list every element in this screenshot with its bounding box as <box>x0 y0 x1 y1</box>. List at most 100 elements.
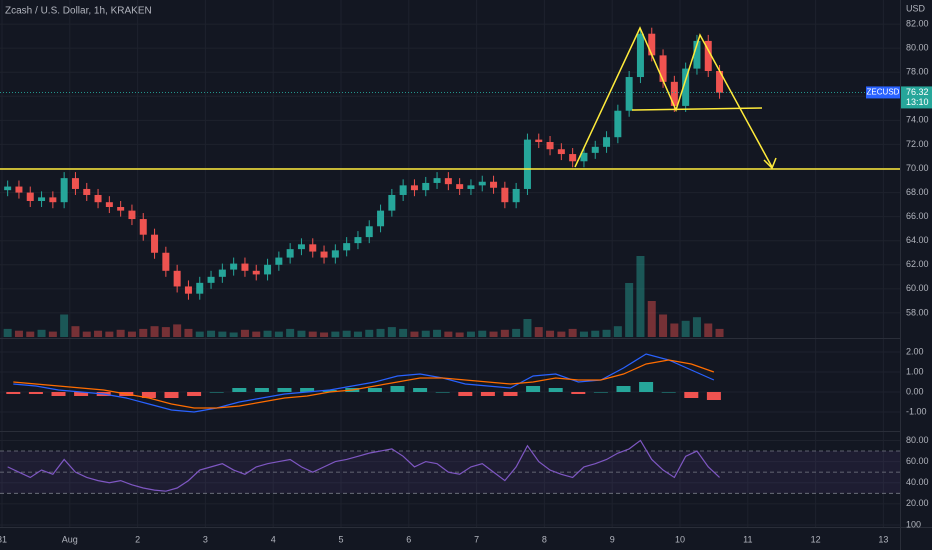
indicator-line <box>7 439 720 492</box>
candle-body <box>15 186 23 193</box>
histogram-bar <box>300 388 315 392</box>
candle-body <box>444 178 452 185</box>
volume-bar <box>478 330 487 337</box>
y-tick-label: 72.00 <box>906 139 929 149</box>
volume-bar <box>568 328 577 337</box>
candle-body <box>693 40 701 69</box>
y-tick-label: 80.00 <box>906 43 929 53</box>
histogram-bar <box>684 392 699 398</box>
volume-bar <box>37 329 46 337</box>
volume-bar <box>195 331 204 337</box>
candle-body <box>704 40 712 72</box>
candle-body <box>128 210 136 220</box>
candle-body <box>94 194 102 203</box>
y-tick-label: -1.00 <box>906 406 927 416</box>
candle-body <box>467 185 475 189</box>
volume-bar <box>500 329 509 337</box>
volume-bar <box>218 331 227 337</box>
volume-bar <box>320 332 329 337</box>
y-tick-label: 82.00 <box>906 18 929 28</box>
volume-bar <box>591 330 600 337</box>
volume-bar <box>263 330 272 337</box>
histogram-bar <box>232 388 247 392</box>
histogram-bar <box>51 392 66 396</box>
candle-body <box>264 264 272 275</box>
drawings <box>0 26 900 170</box>
volume-bar <box>557 331 566 337</box>
volume-bar <box>387 327 396 337</box>
volume-bar <box>71 326 80 337</box>
countdown-label: 13:10 <box>906 97 929 107</box>
volume-bar <box>14 330 23 337</box>
histogram-bar <box>706 392 721 400</box>
volume-bar <box>3 328 12 337</box>
y-tick-label: 74.00 <box>906 115 929 125</box>
volume-bar <box>512 328 521 337</box>
candle-body <box>286 249 294 258</box>
candle-body <box>377 210 385 227</box>
volume-bar <box>82 331 91 337</box>
x-tick-label: Aug <box>62 534 78 544</box>
x-tick-label: 7 <box>474 534 479 544</box>
candle-body <box>648 33 656 56</box>
y-tick-label: 58.00 <box>906 307 929 317</box>
candle-body <box>105 202 113 208</box>
candle-body <box>275 257 283 265</box>
volume-bar <box>342 330 351 337</box>
volume-bar <box>184 328 193 337</box>
candle-body <box>659 55 667 82</box>
volume-bar <box>274 331 283 337</box>
histogram-bar <box>209 392 224 393</box>
candle-body <box>184 286 192 294</box>
arrow-head <box>763 157 777 170</box>
candle-body <box>636 33 644 78</box>
x-tick-label: 31 <box>0 534 7 544</box>
volume-bar <box>116 329 125 337</box>
volume-bar <box>286 328 295 337</box>
candle-body <box>716 71 724 93</box>
candle-body <box>625 77 633 111</box>
candle-body <box>569 154 577 162</box>
x-tick-label: 5 <box>338 534 343 544</box>
candle-body <box>83 188 91 195</box>
indicator-line <box>13 359 715 409</box>
volume-bar <box>252 331 261 337</box>
candle-body <box>4 186 12 191</box>
volume-bar <box>150 326 159 337</box>
volume-bar <box>433 329 442 337</box>
candle-body <box>139 219 147 235</box>
y-tick-label: 70.00 <box>906 163 929 173</box>
histogram-bar <box>390 386 405 392</box>
candle-body <box>365 226 373 238</box>
volume-bar <box>636 256 645 337</box>
y-tick-label: 1.00 <box>906 366 924 376</box>
histogram-bar <box>435 392 450 393</box>
volume-bar <box>207 330 216 337</box>
volume-bar <box>240 329 249 337</box>
histogram-bar <box>458 392 473 396</box>
candle-body <box>388 194 396 211</box>
volume-bar <box>161 327 170 337</box>
histogram-bar <box>277 388 292 392</box>
y-tick-label: 2.00 <box>906 346 924 356</box>
candle-body <box>433 178 441 183</box>
histogram-bar <box>164 392 179 398</box>
candle-body <box>71 178 79 189</box>
candle-body <box>38 197 46 201</box>
marks <box>0 27 900 492</box>
candle-body <box>151 234 159 253</box>
volume-bar <box>353 331 362 337</box>
y-tick-label: 80.00 <box>906 435 929 445</box>
candle-body <box>591 146 599 153</box>
x-tick-label: 10 <box>675 534 685 544</box>
volume-bar <box>704 323 713 337</box>
candle-body <box>512 188 520 203</box>
histogram-bar <box>593 392 608 393</box>
candle-body <box>309 244 317 252</box>
histogram-bar <box>6 392 21 394</box>
y-tick-label: 0.00 <box>906 386 924 396</box>
currency-label: USD <box>906 3 926 13</box>
candle-body <box>343 243 351 251</box>
volume-bar <box>692 317 701 337</box>
histogram-bar <box>548 388 563 392</box>
